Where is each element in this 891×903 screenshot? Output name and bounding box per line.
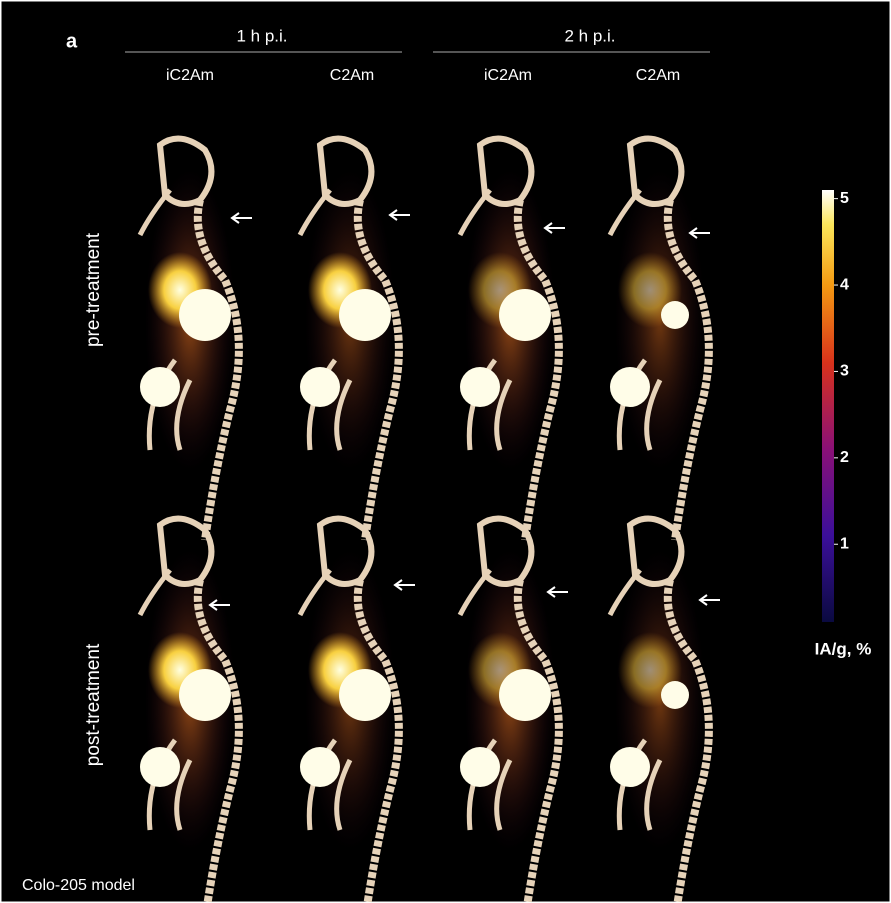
bladder-signal — [140, 367, 180, 407]
kidney-signal — [179, 669, 231, 721]
time-header: 2 h p.i. — [564, 26, 615, 45]
colorbar-tick-label: 5 — [840, 190, 849, 207]
bladder-signal — [300, 747, 340, 787]
kidney-signal — [339, 669, 391, 721]
colorbar-label: IA/g, % — [815, 639, 872, 658]
time-header: 1 h p.i. — [236, 26, 287, 45]
background — [0, 0, 891, 903]
bladder-signal — [140, 747, 180, 787]
kidney-signal — [499, 289, 551, 341]
footer: Colo-205 model — [22, 877, 135, 894]
column-label: C2Am — [330, 67, 374, 84]
bladder-signal — [300, 367, 340, 407]
colorbar-tick-label: 3 — [840, 363, 849, 380]
bladder-signal — [460, 747, 500, 787]
kidney-signal — [499, 669, 551, 721]
panel-letter: a — [66, 30, 78, 52]
row-label: post-treatment — [83, 643, 104, 766]
colorbar-tick-label: 1 — [840, 535, 849, 552]
column-label: C2Am — [636, 67, 680, 84]
bladder-signal — [610, 367, 650, 407]
column-label: iC2Am — [166, 67, 214, 84]
page: {"panel_letter": "a", "time_headers": ["… — [0, 0, 891, 903]
row-label: pre-treatment — [83, 232, 104, 347]
bladder-signal — [460, 367, 500, 407]
kidney-signal — [661, 301, 689, 329]
colorbar-tick-label: 2 — [840, 449, 849, 466]
figure: a 1 h p.i. 2 h p.i. iC2Am C2Am iC2Am C2A… — [0, 0, 891, 903]
kidney-signal — [179, 289, 231, 341]
kidney-signal — [661, 681, 689, 709]
colorbar-scale — [822, 190, 834, 622]
colorbar-tick-label: 4 — [840, 276, 849, 293]
bladder-signal — [610, 747, 650, 787]
kidney-signal — [339, 289, 391, 341]
column-label: iC2Am — [484, 67, 532, 84]
